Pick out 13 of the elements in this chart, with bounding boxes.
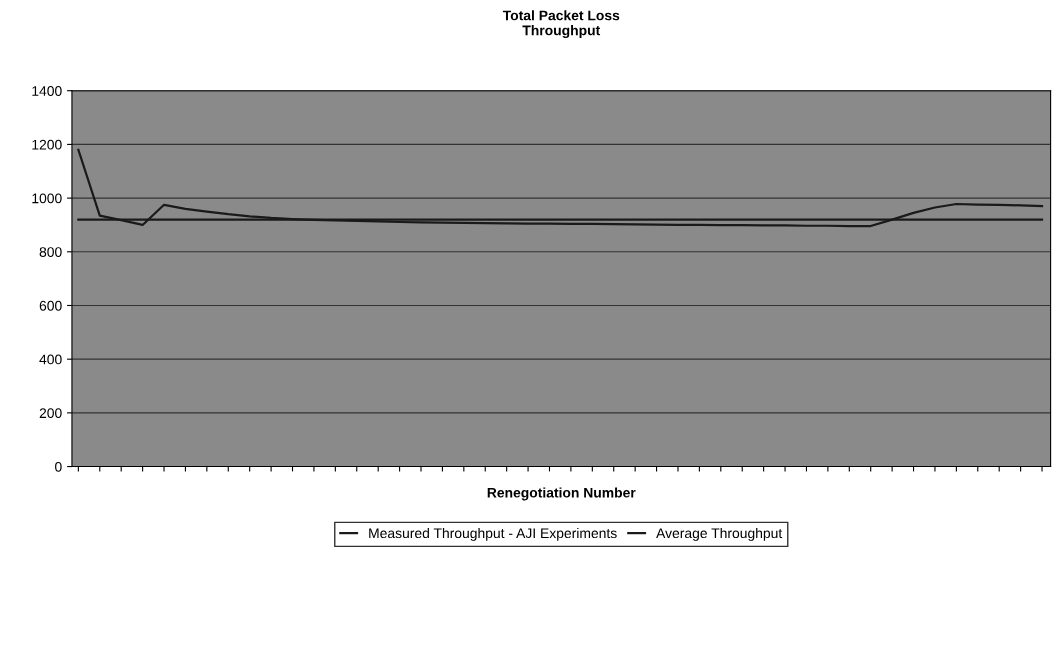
y-tick-label: 800 bbox=[39, 247, 62, 257]
y-tick-label: 1400 bbox=[32, 86, 62, 96]
y-tick-label: 600 bbox=[39, 300, 62, 311]
y-tick-label: 400 bbox=[39, 354, 62, 365]
y-tick-label: 1200 bbox=[32, 139, 62, 150]
y-tick-label: 0 bbox=[55, 461, 62, 472]
line-series bbox=[77, 148, 1044, 228]
legend-label: Average Throughput bbox=[656, 527, 783, 541]
y-tick-label: 200 bbox=[39, 408, 62, 419]
x-axis-title: Renegotiation Number bbox=[487, 487, 636, 501]
legend-label: Measured Throughput - AJI Experiments bbox=[369, 527, 617, 541]
y-tick-label: 1000 bbox=[32, 193, 62, 204]
chart-title: Total Packet Loss Throughput bbox=[502, 10, 620, 39]
